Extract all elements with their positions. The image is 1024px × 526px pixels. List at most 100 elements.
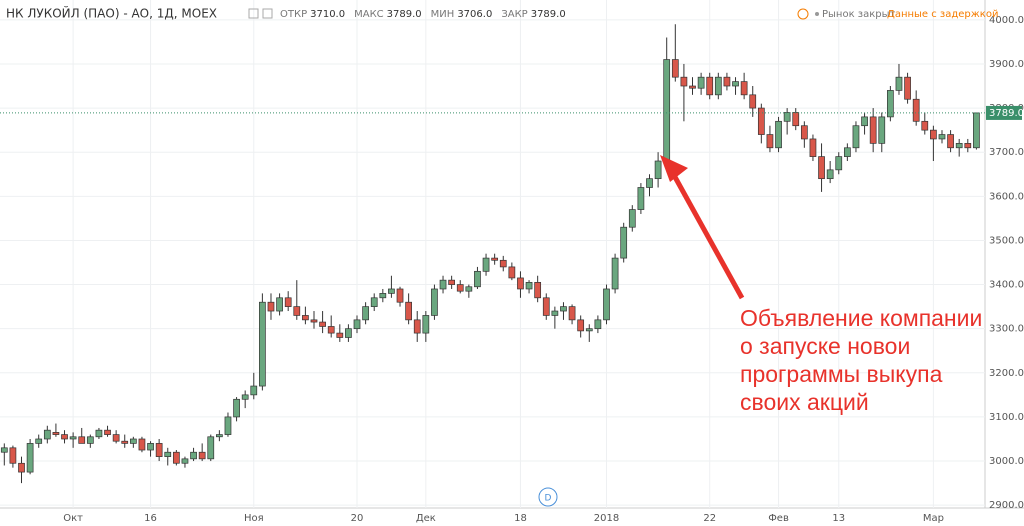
x-tick-label: 22	[703, 513, 716, 524]
candle-body	[250, 385, 258, 396]
candle-body	[370, 297, 378, 307]
last-price-box	[986, 105, 1022, 120]
y-tick-label: 3700.0	[989, 147, 1024, 158]
candle-body	[654, 160, 662, 180]
axes: 2900.0 3000.0 3100.0 3200.0 3300.0 3400.0 3500…	[0, 15, 1024, 524]
annotation-line: о запуске новои	[740, 333, 910, 359]
candle-body	[129, 438, 137, 444]
icon[interactable]	[248, 8, 259, 19]
last-price-label: 3789.0	[989, 108, 1024, 119]
candle-body	[680, 76, 688, 87]
stat-label: ЗАКР	[501, 9, 527, 20]
candle-body	[198, 451, 206, 460]
candle-body	[26, 443, 34, 473]
candle-body	[904, 76, 911, 100]
candle-body	[577, 319, 585, 332]
candle-body	[663, 59, 671, 162]
candle-body	[835, 156, 843, 171]
x-tick-label: Окт	[63, 513, 83, 524]
candle-body	[689, 85, 696, 89]
candle-body	[499, 259, 507, 268]
candles	[0, 24, 980, 484]
candle-body	[439, 279, 447, 290]
candle-body	[302, 315, 309, 321]
candle-body	[887, 90, 894, 118]
candle-body	[259, 301, 266, 387]
market-status: Рынок закрыт	[822, 9, 896, 20]
candle-body	[921, 120, 929, 131]
candle-body	[413, 319, 421, 334]
stat-label: МИН	[431, 9, 455, 20]
x-tick-label: Дек	[416, 513, 436, 524]
candle-body	[895, 76, 903, 91]
candle-body	[276, 297, 283, 312]
candle-body	[310, 319, 318, 323]
candle-body	[560, 306, 567, 312]
candle-body	[732, 81, 739, 87]
candle-body	[930, 129, 937, 140]
candle-body	[422, 315, 430, 334]
candle-body	[181, 458, 189, 464]
candle-body	[345, 328, 352, 338]
candle-body	[800, 125, 808, 140]
candle-body	[551, 310, 559, 316]
candle-body	[637, 187, 645, 210]
candle-body	[362, 306, 369, 321]
candle-body	[69, 436, 77, 440]
data-delay[interactable]: Данные с задержкой	[887, 9, 998, 20]
x-tick-label: 16	[144, 513, 157, 524]
x-tick-label: 13	[832, 513, 845, 524]
arrow-head	[660, 155, 688, 182]
annotation-line: программы выкупа	[740, 361, 943, 387]
stat-value: 3706.0	[457, 9, 492, 20]
y-tick-label: 3600.0	[989, 191, 1024, 202]
y-tick-label: 3300.0	[989, 324, 1024, 335]
candle-body	[508, 266, 516, 279]
candle-body	[861, 116, 868, 127]
y-tick-label: 3100.0	[989, 412, 1024, 423]
y-tick-label: 2900.0	[989, 500, 1024, 511]
icon[interactable]	[262, 8, 273, 19]
candle-body	[783, 112, 791, 122]
warning-icon[interactable]	[797, 8, 809, 20]
candle-body	[568, 306, 576, 321]
stat-value: 3789.0	[387, 9, 422, 20]
candle-body	[611, 257, 619, 290]
candle-body	[809, 138, 817, 157]
candle-body	[766, 134, 774, 149]
candle-body	[912, 98, 920, 122]
y-tick-label: 3500.0	[989, 235, 1024, 246]
candle-body	[826, 169, 834, 180]
candle-body	[749, 94, 757, 109]
candle-body	[465, 286, 473, 292]
candle-body	[594, 319, 602, 330]
candle-body	[818, 156, 825, 180]
status-dot	[815, 12, 819, 16]
candle-body	[353, 319, 361, 330]
x-tick-label: 18	[514, 513, 527, 524]
stat-value: 3710.0	[310, 9, 345, 20]
candle-body	[775, 120, 782, 149]
arrow-shaft	[667, 166, 745, 300]
annotation-line: своих акций	[740, 389, 869, 415]
candle-body	[843, 147, 851, 157]
candle-body	[155, 443, 163, 457]
candle-body	[336, 332, 344, 338]
x-tick-label: 20	[351, 513, 364, 524]
event-marker-label[interactable]: D	[545, 494, 552, 504]
event-marker[interactable]	[538, 487, 558, 507]
candle-body	[456, 284, 464, 292]
candle-body	[491, 257, 499, 261]
annotation-line: Объявление компании	[740, 305, 982, 331]
candle-body	[517, 277, 524, 290]
chart-title: НК ЛУКОЙЛ (ПАО) - АО, 1Д, MOEX	[6, 6, 217, 21]
candle-body	[542, 297, 550, 316]
candle-body	[431, 288, 438, 316]
y-tick-label: 4000.0	[989, 15, 1024, 26]
candle-body	[525, 282, 533, 290]
candle-body	[628, 209, 636, 228]
candle-body	[585, 328, 593, 332]
candle-body	[474, 270, 481, 288]
candle-body	[138, 438, 146, 451]
